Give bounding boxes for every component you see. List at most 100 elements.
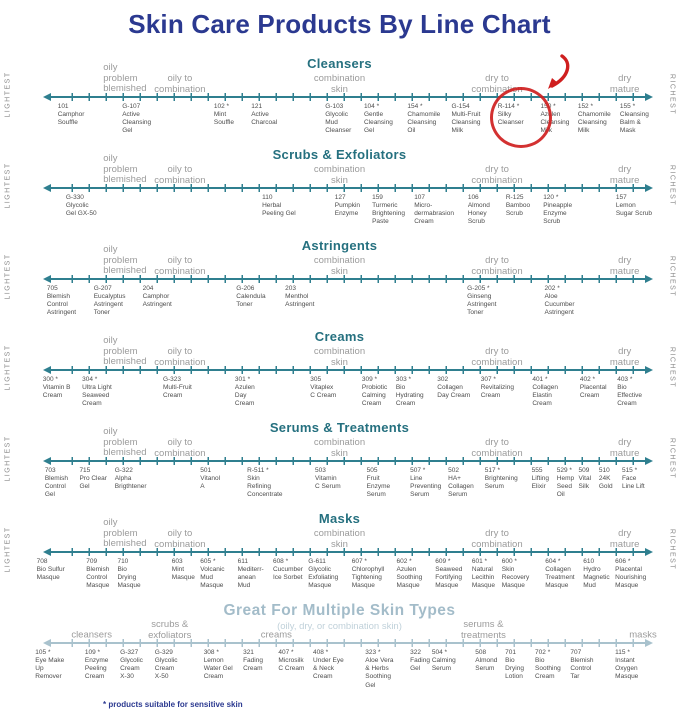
zone-label-cleansers: cleansers [71,629,112,641]
product-label-509: 509 Vital Silk [579,467,631,491]
product-label-104: 104 * Gentle Cleansing Gel [364,103,416,136]
product-id: 120 * [543,194,559,201]
zone-label-dry-to: dry to combination [471,436,523,459]
product-label-109: 109 * Enzyme Peeling Cream [85,649,137,682]
product-label-608: 608 * Cucumber Ice Sorbet [273,558,325,582]
product-id: 127 [334,194,346,201]
timeline-axis [43,457,654,465]
product-label-g-329: G-329 Glycolic Cream X-50 [155,649,207,682]
product-id: 322 [410,649,421,656]
zone-label-dry-to: dry to combination [471,254,523,277]
zone-label-oily: oily problem blemished [103,335,147,368]
product-id: G-207 [93,285,112,292]
product-label-g-327: G-327 Glycolic Cream X-30 [120,649,172,682]
product-label-309: 309 * Probiotic Calming Cream [362,376,414,409]
product-label-115: 115 * Instant Oxygen Masque [615,649,667,682]
timeline-axis [43,366,654,374]
zone-label-oily-to: oily to combination [154,436,206,459]
product-label-602: 602 * Azulen Soothing Masque [397,558,449,591]
product-label-106: 106 Almond Honey Scrub [468,194,520,227]
product-id: 304 * [82,376,98,383]
product-label-157: 157 Lemon Sugar Scrub [616,194,668,218]
product-label-508: 508 Almond Serum [475,649,527,673]
section-title: Masks [318,511,361,526]
product-label-715: 715 Pro Clear Gel [79,467,131,491]
product-id: 707 [570,649,582,656]
zone-label-dry-to: dry to combination [471,527,523,550]
product-label-g-206: G-206 Calendula Toner [236,285,288,309]
section-title: Serums & Treatments [269,420,410,435]
product-label-503: 503 Vitamin C Serum [315,467,367,491]
richest-axis-label: RICHEST [668,346,676,389]
section-title: Scrubs & Exfoliators [272,147,407,162]
lightest-axis-label: LIGHTEST [4,71,12,118]
product-id: G-329 [154,649,173,656]
product-id: 602 * [396,558,412,565]
highlight-circle [489,87,552,148]
product-id: G-154 [451,103,470,110]
product-label-505: 505 Fruit Enzyme Serum [367,467,419,500]
timeline-axis [43,548,654,556]
section-title: Astringents [301,238,378,253]
product-label-121: 121 Active Charcoal [251,103,303,127]
product-label-708: 708 Bio Sulfur Masque [37,558,89,582]
product-label-204: 204 Camphor Astringent [143,285,195,309]
product-label-323: 323 * Aloe Vera & Herbs Soothing Gel [365,649,417,690]
product-label-601: 601 * Natural Lecithin Masque [472,558,524,591]
product-id: 155 * [619,103,636,110]
zone-label-dry: dry mature [609,436,640,459]
product-label-107: 107 Micro- dermabrasion Cream [414,194,466,227]
product-label-705: 705 Blemish Control Astringent [47,285,99,318]
product-id: 604 * [545,558,561,565]
product-id: 705 [46,285,58,292]
product-id: G-107 [122,103,141,110]
product-id: 202 * [544,285,560,292]
timeline-axis [43,93,654,101]
product-id: 321 [243,649,254,656]
product-id: G-103 [325,103,344,110]
timeline-axis [43,639,654,647]
product-id: 502 [448,467,459,474]
product-id: 529 * [556,467,572,474]
product-label-r-125: R-125 Bamboo Scrub [506,194,558,218]
product-label-515: 515 * Face Line Lift [622,467,674,491]
zone-label-oily: oily problem blemished [103,62,147,95]
product-label-707: 707 Blemish Control Tar [570,649,622,682]
zone-label-serums: serums & treatments [460,618,506,641]
product-id: G-611 [308,558,326,565]
product-id: 302 [437,376,449,383]
product-id: 607 * [351,558,367,565]
product-label-401: 401 * Collagen Elastin Cream [532,376,584,409]
product-label-154: 154 * Chamomile Cleansing Oil [407,103,459,136]
product-id: 115 * [615,649,630,656]
product-id: 715 [79,467,91,474]
section-row-great-for-multiple-skin-types: Great For Multiple Skin Types (oily, dry,… [0,601,679,696]
product-label-322: 322 Fading Gel [410,649,462,673]
product-label-304: 304 * Ultra Light Seaweed Cream [82,376,134,409]
product-label-321: 321 Fading Cream [243,649,295,673]
zone-label-dry-to: dry to combination [471,345,523,368]
highlight-arrow-icon [538,53,572,93]
product-id: 504 * [431,649,448,656]
product-id: 154 * [407,103,423,110]
product-id: 403 * [617,376,633,383]
product-id: 408 * [313,649,329,656]
product-id: G-206 [236,285,255,292]
product-label-555: 555 Lifting Elixir [532,467,584,491]
zone-label-combination: combination skin [313,163,366,186]
product-label-609: 609 * Seaweed Fortifying Masque [435,558,487,591]
zone-label-dry: dry mature [609,345,640,368]
zone-label-dry-to: dry to combination [471,163,523,186]
product-id: 204 [142,285,154,292]
section-row-cleansers: Cleansers LIGHTEST RICHEST oily problem ble… [0,53,679,148]
richest-axis-label: RICHEST [668,255,676,298]
tick-marks [56,639,641,647]
product-label-603: 603 Mint Masque [172,558,224,582]
product-label-303: 303 * Bio Hydrating Cream [396,376,448,409]
product-label-702: 702 * Bio Soothing Cream [535,649,587,682]
product-id: 407 * [278,649,294,656]
product-id: 503 [315,467,326,474]
product-label-402: 402 * Placental Cream [580,376,632,400]
lightest-axis-label: LIGHTEST [4,162,12,209]
product-label-605: 605 * Volcanic Mud Masque [200,558,252,591]
